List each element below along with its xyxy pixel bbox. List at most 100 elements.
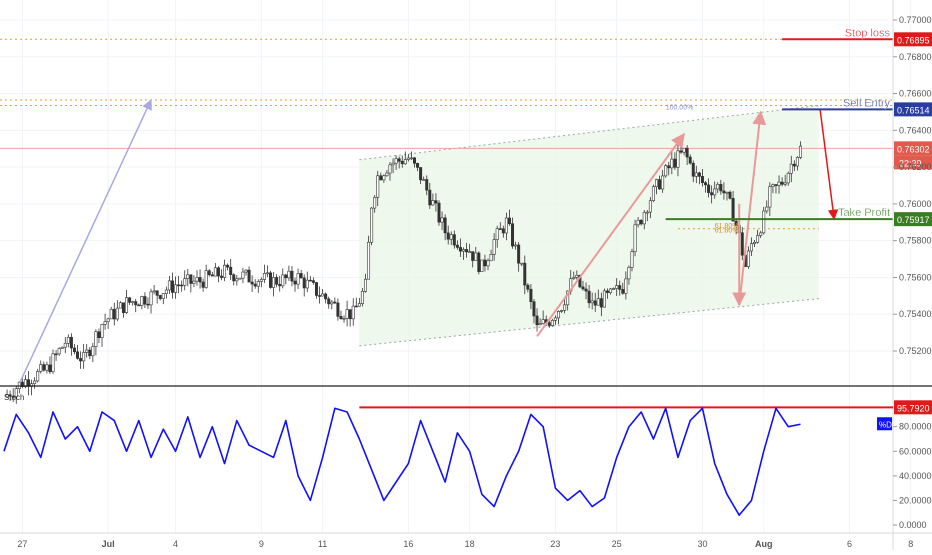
candle-body (526, 284, 530, 290)
candle-body (321, 293, 325, 297)
candle-body (740, 232, 744, 256)
candle-body (388, 164, 392, 174)
candle-body (140, 296, 144, 306)
candle-body (520, 262, 524, 265)
stoch-marker-bg (894, 400, 932, 415)
candle (664, 164, 668, 178)
stoch-series-tag: %D (877, 417, 892, 431)
candle-body (357, 303, 361, 307)
candle (385, 170, 389, 177)
candle (798, 141, 802, 160)
candle (152, 284, 156, 295)
candle-body (204, 270, 208, 288)
candle-body (419, 167, 423, 181)
candle-body (115, 307, 119, 320)
candle-body (14, 388, 18, 397)
candle-body (125, 297, 129, 313)
stoch-tick-label: 0.0000 (899, 520, 927, 530)
candle-body (238, 277, 242, 280)
candle-body (376, 175, 380, 198)
candle-body (351, 305, 355, 320)
candle (36, 368, 40, 383)
candle-body (290, 270, 294, 282)
candle (388, 162, 392, 181)
candle-body (11, 396, 15, 398)
candle (575, 270, 579, 280)
candle (161, 293, 165, 305)
candle (765, 200, 769, 214)
candle (584, 282, 588, 300)
candle (370, 206, 374, 246)
candle (412, 156, 416, 168)
candle-body (756, 235, 760, 243)
candle-body (272, 277, 276, 288)
candle-body (645, 211, 649, 214)
candle-body (431, 200, 435, 206)
candle (780, 177, 784, 187)
candle (437, 200, 441, 226)
candle (278, 275, 282, 292)
candle (789, 155, 793, 183)
candle (57, 347, 61, 356)
candle-body (210, 274, 214, 277)
candle-body (759, 232, 763, 236)
candle (514, 241, 518, 250)
price-tick-label: 0.76600 (899, 89, 932, 99)
time-tick-label: 8 (908, 539, 913, 549)
candle-body (462, 249, 466, 252)
stoch-title: Stoch (4, 393, 24, 402)
candle (45, 361, 49, 374)
candle-body (651, 186, 655, 202)
candle (391, 158, 395, 174)
candle (759, 230, 763, 238)
price-tick-label: 0.75200 (899, 346, 932, 356)
candle-body (489, 254, 493, 262)
candle-body (302, 277, 306, 289)
candle-body (725, 191, 729, 194)
candle (250, 275, 254, 292)
candle (112, 302, 116, 326)
candle-body (143, 296, 147, 305)
candle-body (134, 301, 138, 306)
candle (174, 276, 178, 299)
candle-body (311, 280, 315, 283)
candle-body (639, 219, 643, 225)
candle-body (198, 277, 202, 283)
time-tick-label: 9 (259, 539, 264, 549)
candle (287, 265, 291, 281)
candle-body (486, 260, 490, 267)
candle (658, 175, 662, 191)
candle-body (146, 303, 150, 306)
candle (501, 225, 505, 238)
candle (339, 310, 343, 320)
candle (419, 167, 423, 185)
price-tag: 0.76302 (894, 141, 932, 156)
candle-body (578, 274, 582, 288)
candle (495, 225, 499, 248)
candle-body (149, 291, 153, 306)
candle (771, 183, 775, 194)
candle (630, 248, 634, 272)
candle (39, 360, 43, 374)
candle-body (397, 158, 401, 162)
candle (109, 306, 113, 320)
candle-body (241, 271, 245, 279)
candle (314, 282, 318, 299)
candle (474, 246, 478, 261)
candle (146, 297, 150, 310)
candle-body (66, 337, 70, 344)
candle-body (455, 244, 459, 248)
candle-body (131, 301, 135, 303)
candle (201, 278, 205, 292)
candle (471, 251, 475, 268)
candle-body (161, 293, 165, 299)
candle (296, 268, 300, 289)
candle-body (771, 184, 775, 187)
candle (556, 310, 560, 325)
candle-body (560, 310, 564, 312)
candle (103, 313, 107, 330)
candle (740, 227, 744, 261)
candle (311, 277, 315, 285)
candle (14, 386, 18, 404)
